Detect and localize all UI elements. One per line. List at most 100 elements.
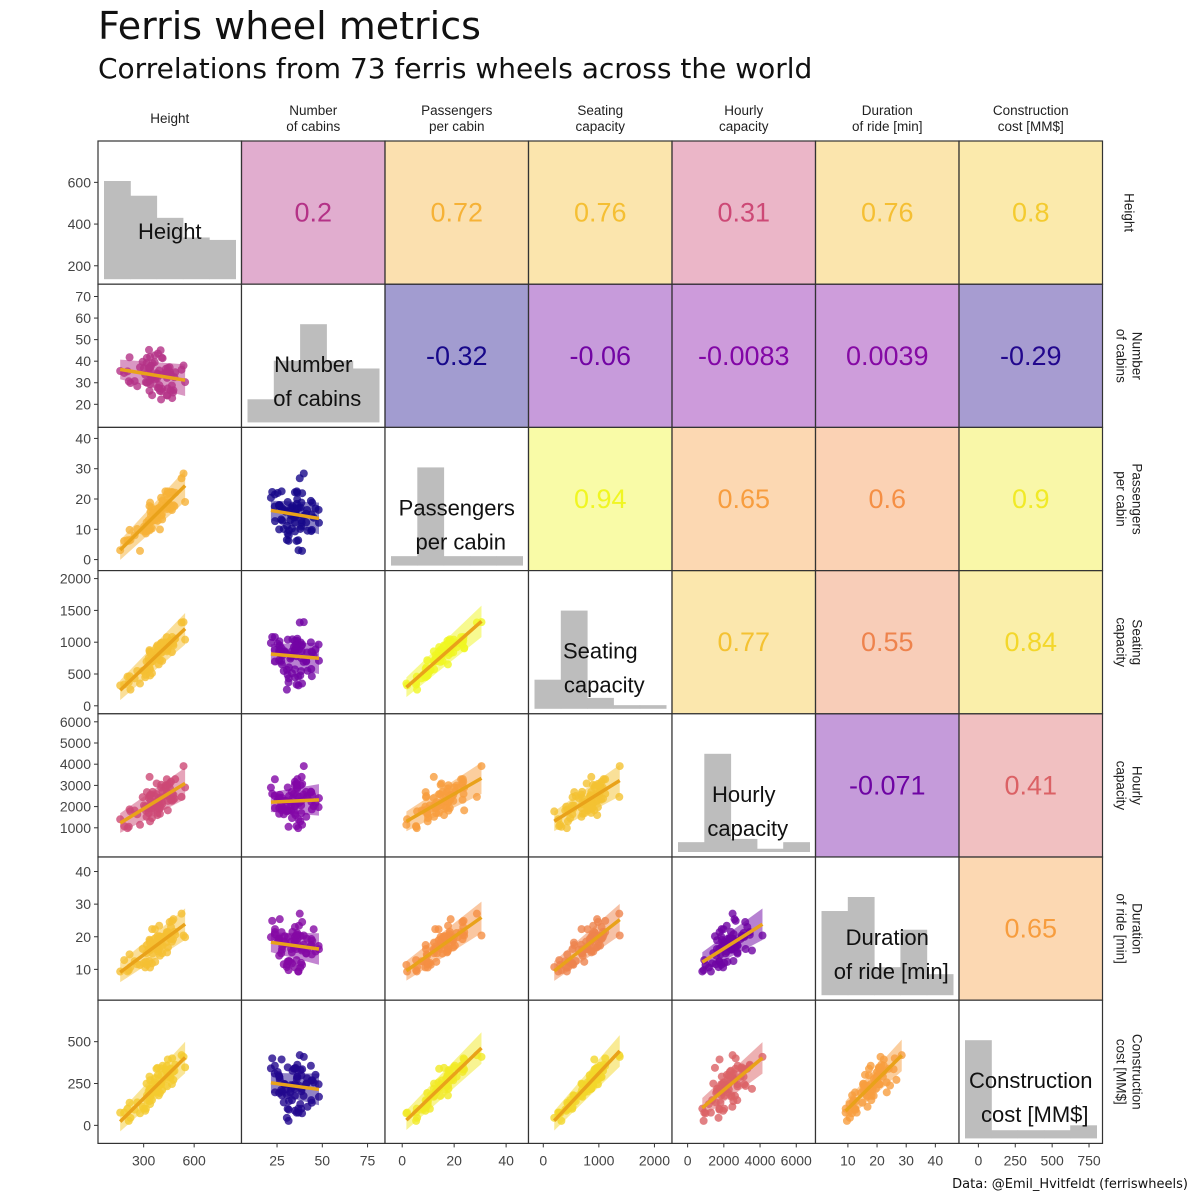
scatter-point bbox=[293, 1072, 302, 1081]
scatter-point bbox=[287, 524, 296, 533]
scatter-point bbox=[145, 772, 154, 781]
scatter-point bbox=[291, 932, 300, 941]
row-strip-text: Seating bbox=[1130, 619, 1145, 665]
scatter-point bbox=[177, 618, 186, 627]
fit-line bbox=[119, 367, 186, 382]
scatter-point bbox=[152, 779, 161, 788]
scatter-point bbox=[296, 817, 305, 826]
scatter-point bbox=[291, 641, 300, 650]
y-tick-label: 30 bbox=[75, 375, 91, 391]
scatter-point bbox=[557, 822, 566, 831]
panel-ppc-vs-ppc: Passengers per cabin bbox=[384, 426, 530, 572]
y-tick-label: 200 bbox=[68, 258, 92, 274]
fit-line bbox=[118, 1056, 187, 1123]
correlation-cell bbox=[815, 427, 959, 571]
scatter-point bbox=[306, 1061, 315, 1070]
scatter-point bbox=[440, 641, 449, 650]
scatter-point bbox=[876, 1052, 885, 1061]
scatter-point bbox=[733, 949, 742, 958]
scatter-point bbox=[271, 1088, 280, 1097]
scatter-point bbox=[277, 949, 286, 958]
scatter-point bbox=[270, 928, 279, 937]
scatter-point bbox=[585, 1071, 594, 1080]
scatter-point bbox=[146, 1100, 155, 1109]
scatter-point bbox=[296, 1100, 305, 1109]
histogram-bar bbox=[704, 753, 732, 852]
scatter-point bbox=[882, 1078, 891, 1087]
x-tick-label: 50 bbox=[315, 1152, 331, 1168]
histogram-bar bbox=[639, 705, 667, 709]
histogram-bar bbox=[443, 556, 471, 566]
fit-line bbox=[405, 1046, 483, 1122]
scatter-point bbox=[587, 772, 596, 781]
scatter-point bbox=[284, 1105, 293, 1114]
scatter-point bbox=[282, 685, 291, 694]
scatter-point bbox=[298, 918, 307, 927]
scatter-point bbox=[443, 784, 452, 793]
scatter-point bbox=[284, 1116, 293, 1125]
panel-cabins-vs-ppc: -0.32 bbox=[384, 283, 530, 429]
scatter-point bbox=[314, 803, 323, 812]
column-strip-label: capacity bbox=[719, 119, 769, 134]
panel-height-vs-cabins: 0.2 bbox=[240, 140, 386, 285]
scatter-point bbox=[286, 957, 295, 966]
row-strip-label: Height bbox=[1122, 193, 1137, 232]
panel-hourly-vs-height bbox=[97, 713, 243, 858]
y-tick-label: 20 bbox=[75, 491, 91, 507]
correlation-cell bbox=[959, 427, 1103, 571]
panel-duration-vs-height bbox=[97, 856, 243, 1001]
scatter-point bbox=[731, 916, 740, 925]
scatter-point bbox=[563, 950, 572, 959]
y-tick-label: 30 bbox=[75, 461, 91, 477]
scatter-point bbox=[181, 635, 190, 644]
panel-seating-vs-hourly: 0.77 bbox=[671, 569, 817, 715]
correlation-cell bbox=[672, 141, 816, 285]
scatter-point bbox=[179, 931, 188, 940]
scatter-point bbox=[278, 516, 287, 525]
correlation-cell bbox=[815, 141, 959, 285]
y-tick-label: 60 bbox=[75, 310, 91, 326]
correlation-value: -0.071 bbox=[849, 770, 926, 800]
scatter-point bbox=[177, 909, 186, 918]
histogram-bar bbox=[300, 324, 327, 423]
scatter-point bbox=[704, 963, 713, 972]
scatter-point bbox=[125, 950, 134, 959]
x-tick-label: 250 bbox=[1004, 1152, 1028, 1168]
scatter-point bbox=[423, 817, 432, 826]
row-strip-text: of cabins bbox=[1114, 329, 1129, 383]
scatter-point bbox=[277, 644, 286, 653]
scatter-point bbox=[136, 820, 145, 829]
scatter-point bbox=[593, 811, 602, 820]
fit-line bbox=[270, 1081, 320, 1092]
x-tick-label: 4000 bbox=[744, 1152, 775, 1168]
scatter-point bbox=[729, 957, 738, 966]
correlation-cell bbox=[959, 284, 1103, 428]
histogram-bar bbox=[587, 697, 614, 709]
scatter-point bbox=[441, 804, 450, 813]
histogram-bar bbox=[469, 556, 497, 566]
x-tick-label: 0 bbox=[398, 1152, 406, 1168]
scatter-point bbox=[577, 925, 586, 934]
scatter-point bbox=[145, 386, 154, 395]
scatter-point bbox=[851, 1105, 860, 1114]
scatter-point bbox=[162, 490, 171, 499]
diagonal-label: of ride [min] bbox=[834, 959, 949, 984]
scatter-point bbox=[593, 1063, 602, 1072]
scatter-point bbox=[440, 1063, 449, 1072]
scatter-point bbox=[136, 363, 145, 372]
panel-cabins-vs-cost: -0.29 bbox=[958, 283, 1104, 429]
diagonal-label: capacity bbox=[707, 816, 788, 841]
histogram-bar bbox=[273, 360, 301, 423]
panel-seating-vs-duration: 0.55 bbox=[814, 569, 960, 715]
y-tick-label: 1000 bbox=[60, 634, 91, 650]
histogram-bar bbox=[182, 237, 210, 280]
scatter-point bbox=[583, 804, 592, 813]
histogram-bar bbox=[326, 360, 354, 423]
scatter-point bbox=[284, 822, 293, 831]
correlation-cell bbox=[528, 141, 672, 285]
scatter-point bbox=[181, 1063, 190, 1072]
row-strip-text: Construction bbox=[1130, 1034, 1145, 1110]
fit-line bbox=[701, 922, 764, 964]
